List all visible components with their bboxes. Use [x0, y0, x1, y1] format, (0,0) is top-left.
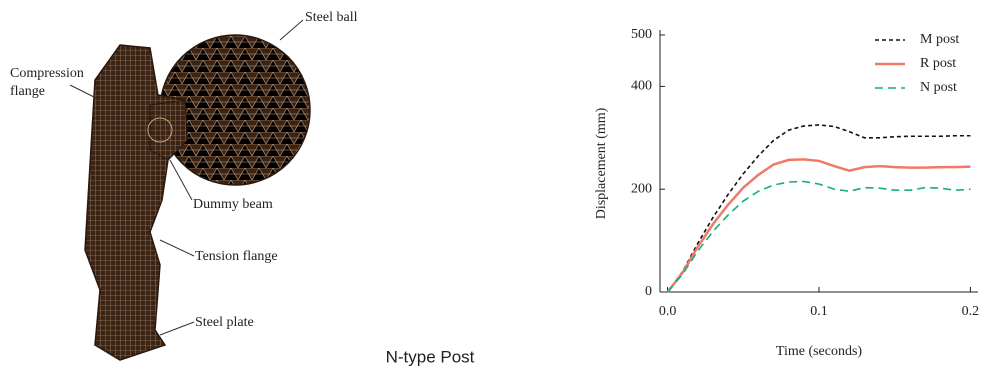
y-tick-label: 200 [631, 181, 652, 196]
x-tick-label: 0.0 [659, 304, 677, 319]
label: Tension flange [195, 249, 278, 264]
label: Dummy beam [193, 197, 273, 212]
caption: N-type Post [386, 347, 475, 366]
y-tick-label: 0 [645, 284, 652, 299]
label: Steel ball [305, 10, 358, 25]
y-tick-label: 400 [631, 79, 652, 94]
legend-label: M post [920, 32, 959, 47]
y-tick-label: 500 [631, 27, 652, 42]
series-line [668, 159, 971, 292]
series-line [668, 125, 971, 292]
label: flange [10, 84, 45, 99]
label: Steel plate [195, 315, 254, 330]
x-axis-label: Time (seconds) [776, 344, 863, 359]
figure: Steel ball Compression flange Dummy beam… [0, 0, 985, 374]
x-tick-label: 0.2 [962, 304, 980, 319]
legend-label: R post [920, 56, 956, 71]
legend-label: N post [920, 80, 957, 95]
series-line [668, 181, 971, 292]
label: Compression [10, 66, 84, 81]
y-axis-label: Displacement (mm) [594, 107, 609, 219]
page: Steel ball Compression flange Dummy beam… [0, 0, 985, 374]
x-tick-label: 0.1 [810, 304, 828, 319]
